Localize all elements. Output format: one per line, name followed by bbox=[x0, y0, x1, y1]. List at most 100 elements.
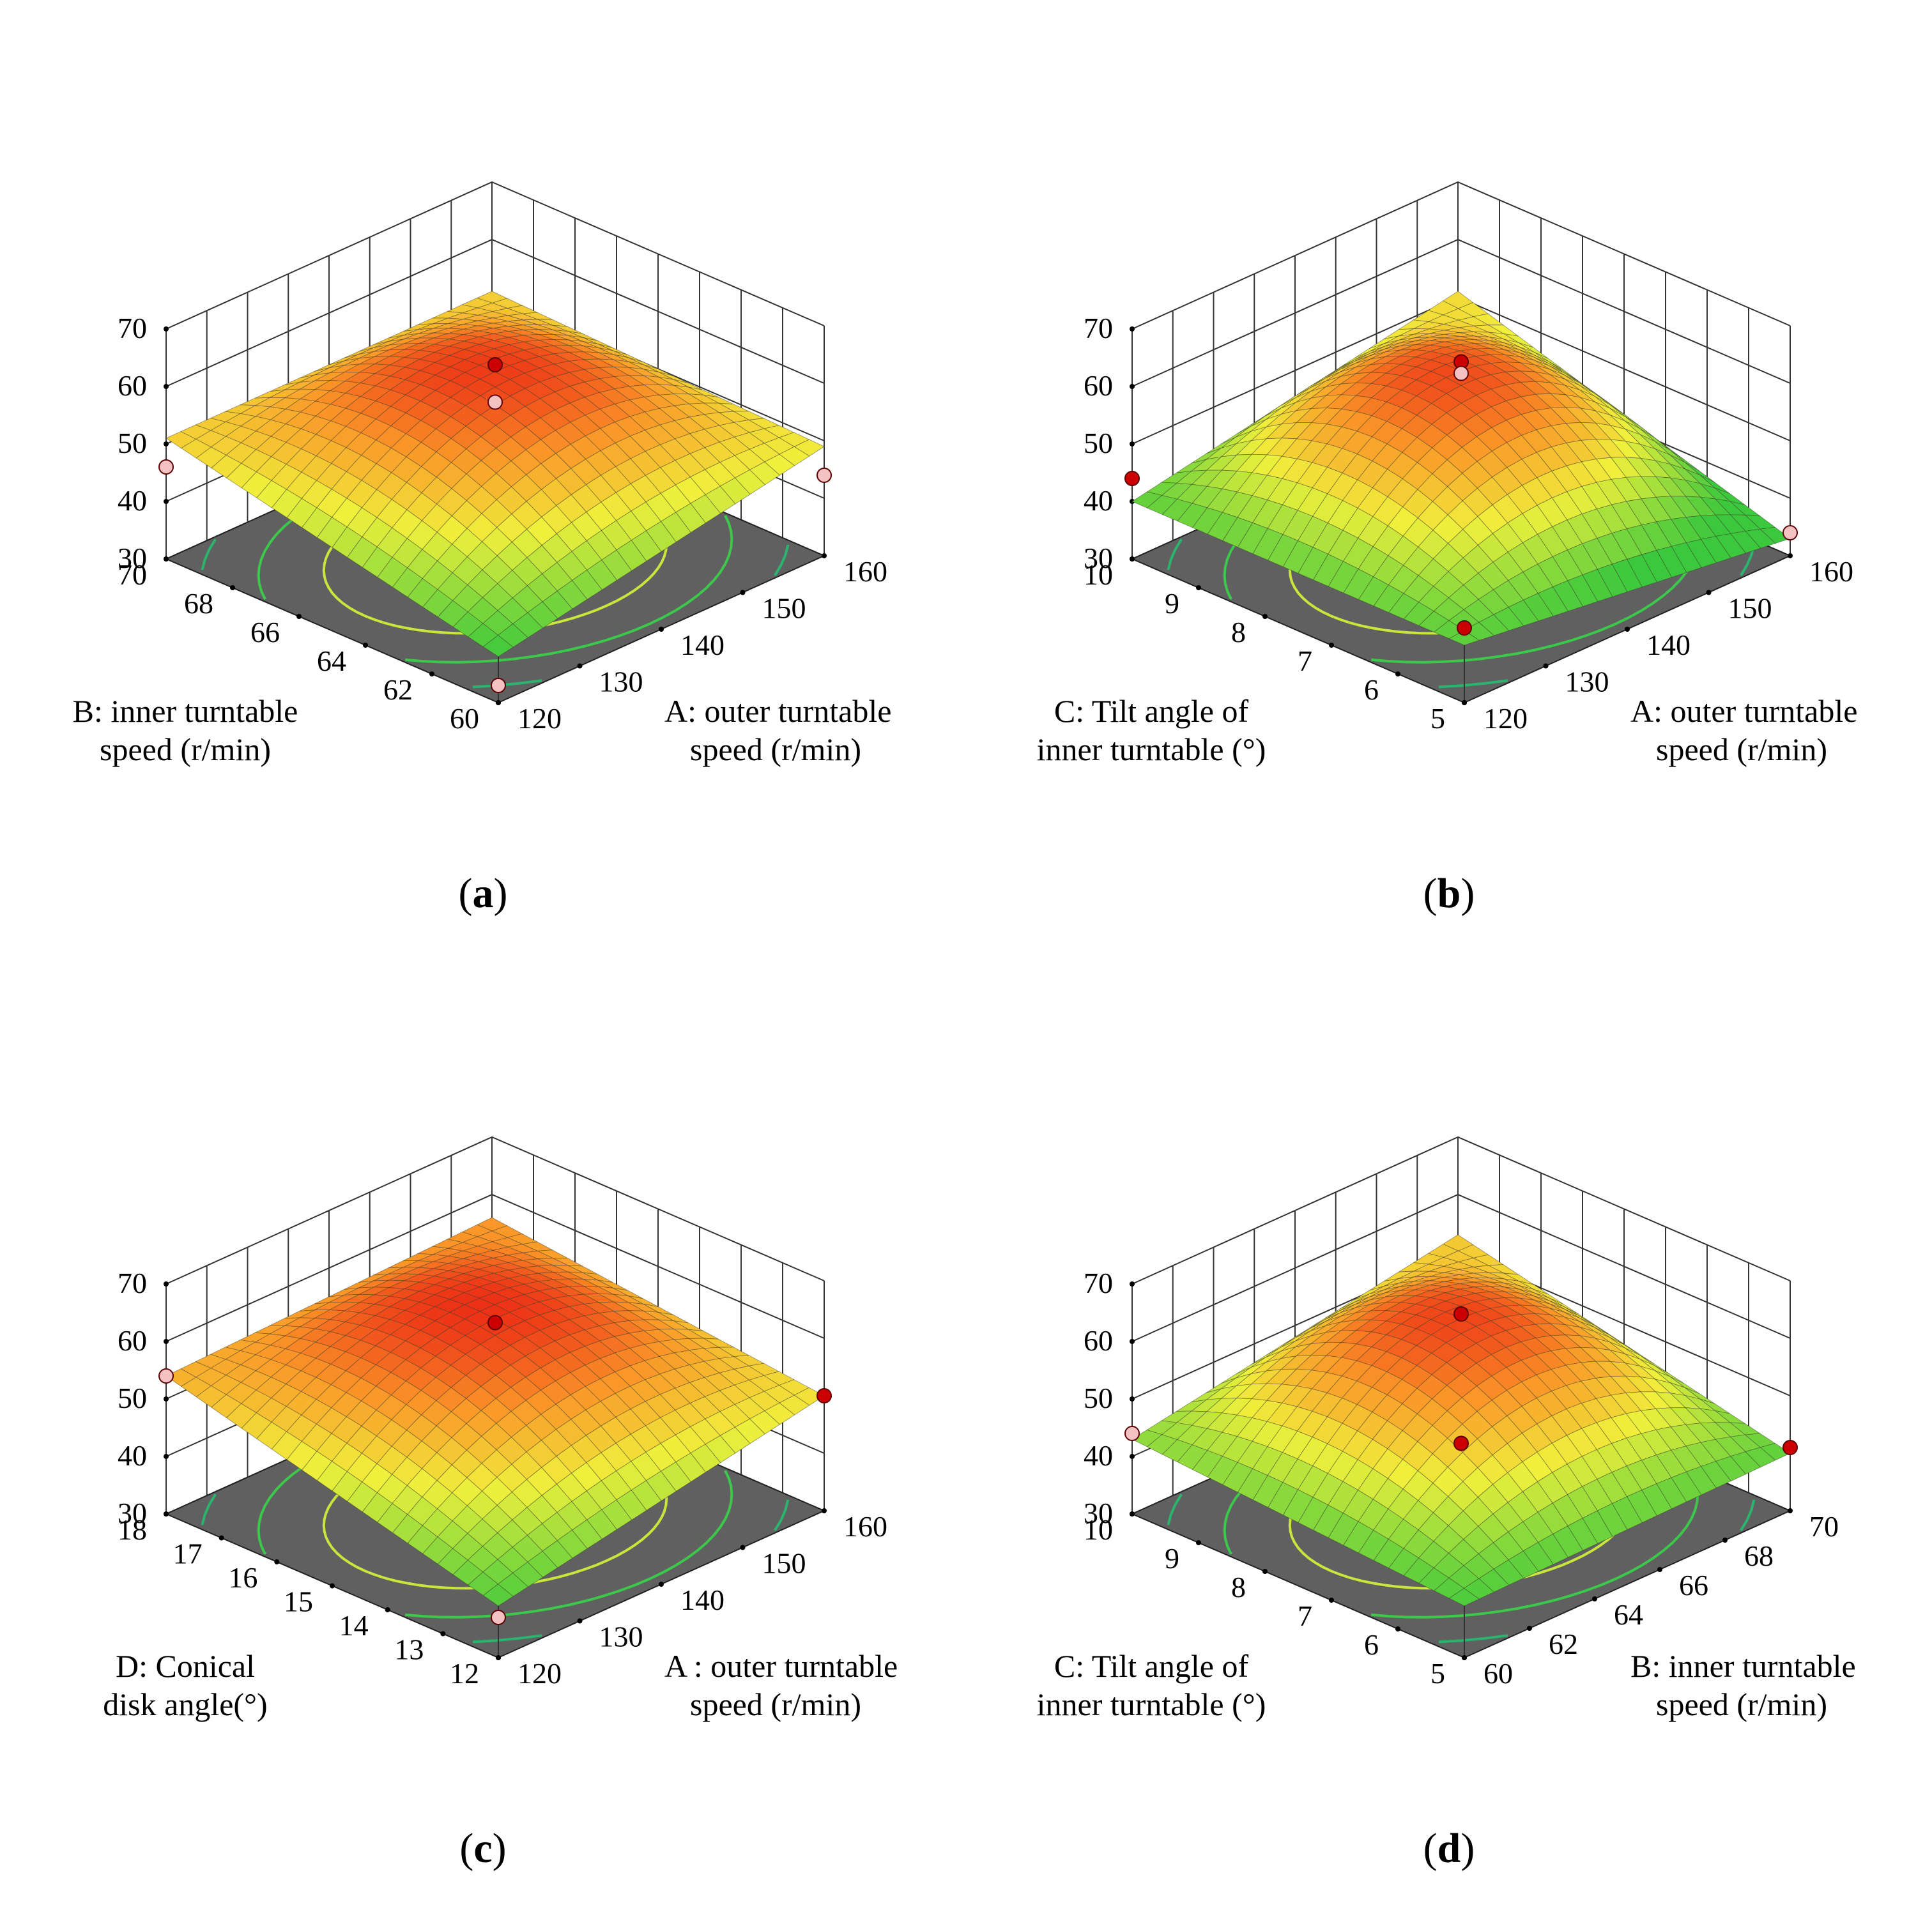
panel-label-letter: b bbox=[1438, 870, 1461, 917]
x-tick-label: 64 bbox=[1614, 1598, 1643, 1631]
y-axis-label: C: Tilt angle of inner turntable (°) bbox=[1037, 693, 1266, 767]
x-tick-label: 120 bbox=[518, 1657, 562, 1690]
y-tick-dot bbox=[218, 1535, 224, 1541]
x-tick-dot bbox=[822, 553, 827, 558]
y-tick-dot bbox=[496, 1655, 501, 1660]
design-point bbox=[158, 459, 174, 475]
y-axis-label: B: inner turntable speed (r/min) bbox=[73, 693, 298, 767]
y-axis-label-line: inner turntable (°) bbox=[1037, 731, 1266, 767]
panel-label-letter: c bbox=[473, 1825, 492, 1872]
z-tick-label: 70 bbox=[118, 312, 147, 344]
panel-label-close: ) bbox=[494, 870, 508, 917]
y-axis-label-line: disk angle(°) bbox=[103, 1686, 267, 1722]
x-tick-dot bbox=[1527, 1626, 1532, 1631]
design-point bbox=[491, 1610, 506, 1625]
y-tick-label: 18 bbox=[118, 1513, 147, 1546]
x-tick-dot bbox=[659, 627, 664, 632]
design-point bbox=[1124, 471, 1140, 486]
y-tick-dot bbox=[1395, 671, 1400, 676]
y-tick-label: 5 bbox=[1430, 1657, 1445, 1690]
x-axis-label-line: speed (r/min) bbox=[690, 731, 861, 767]
y-tick-dot bbox=[1329, 1598, 1334, 1603]
y-axis-label: C: Tilt angle of inner turntable (°) bbox=[1037, 1648, 1266, 1722]
y-axis-label-line: C: Tilt angle of bbox=[1054, 693, 1249, 729]
x-tick-dot bbox=[740, 590, 746, 595]
design-point bbox=[1453, 365, 1469, 381]
z-tick-label: 30 bbox=[118, 1497, 147, 1529]
x-tick-label: 60 bbox=[1483, 1657, 1513, 1690]
panel-label-letter: d bbox=[1438, 1825, 1461, 1872]
z-tick-label: 30 bbox=[1084, 542, 1113, 574]
z-tick-dot bbox=[1130, 384, 1135, 389]
y-tick-dot bbox=[164, 556, 169, 562]
panel-label-letter: a bbox=[473, 870, 494, 917]
plot-group: 30 40 50 60 70 120 130 140 150 160 5 6 7 8 9 10 A: outer… bbox=[1037, 181, 1857, 917]
y-axis-label: D: Conical disk angle(°) bbox=[103, 1648, 267, 1722]
z-tick-label: 30 bbox=[1084, 1497, 1113, 1529]
panel-label: (c) bbox=[459, 1825, 506, 1872]
x-tick-label: 66 bbox=[1679, 1569, 1708, 1601]
z-tick-dot bbox=[164, 1454, 169, 1459]
panel-label: (a) bbox=[459, 870, 508, 917]
surface-plot-svg: 30 40 50 60 70 120 130 140 150 160 12 13 14 15 16 17 18 A… bbox=[103, 1136, 898, 1872]
response-surface bbox=[1131, 1234, 1791, 1607]
z-tick-label: 50 bbox=[118, 1382, 147, 1414]
z-tick-dot bbox=[164, 441, 169, 447]
y-tick-dot bbox=[296, 614, 302, 619]
y-tick-label: 60 bbox=[450, 702, 479, 735]
plot-group: 30 40 50 60 70 120 130 140 150 160 60 62 64 66 68 70 A: … bbox=[73, 181, 891, 917]
x-tick-label: 140 bbox=[680, 1584, 724, 1616]
x-tick-dot bbox=[1788, 1508, 1793, 1513]
x-axis-label-line: speed (r/min) bbox=[1656, 1686, 1827, 1722]
x-tick-label: 130 bbox=[599, 1621, 643, 1653]
z-tick-label: 70 bbox=[118, 1267, 147, 1299]
y-tick-label: 14 bbox=[339, 1609, 369, 1642]
x-tick-label: 160 bbox=[843, 1510, 887, 1543]
wall-gridline bbox=[1131, 238, 1791, 387]
y-tick-dot bbox=[385, 1607, 390, 1612]
design-point bbox=[1782, 525, 1798, 540]
surface-cell bbox=[482, 634, 514, 657]
x-tick-dot bbox=[822, 1508, 827, 1513]
panel-label: (b) bbox=[1423, 870, 1475, 917]
wall-gridline bbox=[165, 238, 825, 387]
wall-gridline bbox=[1131, 1193, 1791, 1342]
y-tick-label: 7 bbox=[1298, 1600, 1312, 1632]
x-axis-label-line: A: outer turntable bbox=[1630, 693, 1857, 729]
z-tick-dot bbox=[1130, 1281, 1135, 1287]
design-point bbox=[1453, 1435, 1469, 1451]
x-tick-label: 120 bbox=[518, 702, 562, 735]
z-tick-dot bbox=[1130, 1454, 1135, 1459]
x-tick-dot bbox=[1657, 1567, 1662, 1572]
y-tick-label: 62 bbox=[383, 673, 413, 706]
z-tick-dot bbox=[1130, 1339, 1135, 1344]
surface-plot-svg: 30 40 50 60 70 60 62 64 66 68 70 5 6 7 8 9 10 B: inner tu… bbox=[1037, 1136, 1856, 1872]
wall-gridline bbox=[1131, 1136, 1791, 1285]
z-tick-dot bbox=[164, 384, 169, 389]
y-tick-dot bbox=[1395, 1626, 1400, 1631]
y-tick-label: 64 bbox=[317, 645, 346, 677]
y-tick-dot bbox=[230, 585, 235, 590]
design-point bbox=[487, 1315, 503, 1331]
z-tick-label: 60 bbox=[1084, 1324, 1113, 1357]
y-tick-dot bbox=[496, 700, 501, 705]
wall-gridline bbox=[165, 1193, 825, 1342]
z-tick-label: 70 bbox=[1084, 1267, 1113, 1299]
x-axis-label: A : outer turntable speed (r/min) bbox=[664, 1648, 898, 1722]
x-tick-label: 130 bbox=[1565, 666, 1609, 698]
surface-plot-c: 30 40 50 60 70 120 130 140 150 160 12 13 14 15 16 17 18 A… bbox=[0, 955, 966, 1910]
x-tick-label: 150 bbox=[762, 1547, 806, 1580]
response-surface bbox=[1131, 291, 1791, 646]
x-tick-dot bbox=[1722, 1538, 1728, 1543]
z-tick-label: 40 bbox=[1084, 1439, 1113, 1472]
y-axis-label-line: D: Conical bbox=[116, 1648, 255, 1684]
panel-label-open: ( bbox=[1423, 1825, 1438, 1872]
z-tick-label: 50 bbox=[118, 427, 147, 459]
x-tick-dot bbox=[1543, 663, 1549, 669]
y-axis-label-line: C: Tilt angle of bbox=[1054, 1648, 1249, 1684]
design-point bbox=[816, 1388, 832, 1403]
y-tick-label: 13 bbox=[394, 1633, 424, 1666]
y-tick-label: 5 bbox=[1430, 702, 1445, 735]
x-tick-label: 130 bbox=[599, 666, 643, 698]
z-tick-label: 60 bbox=[118, 1324, 147, 1357]
